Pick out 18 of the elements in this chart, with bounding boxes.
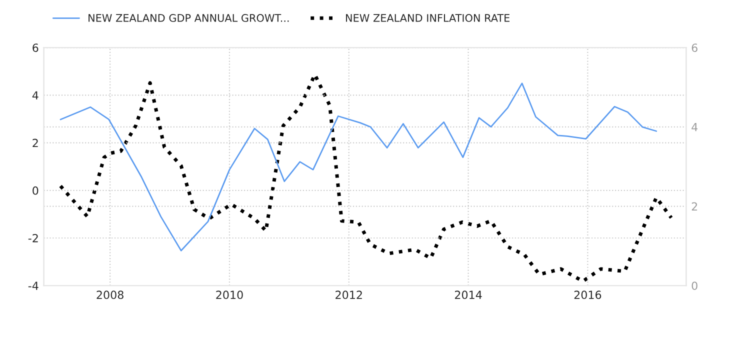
- y-tick-label: 6: [32, 44, 38, 52]
- y2-tick-label: 2: [692, 202, 698, 210]
- legend-label: NEW ZEALAND INFLATION RATE: [346, 14, 510, 22]
- y2-tick-label: 4: [692, 123, 698, 132]
- y-tick-label: 4: [32, 91, 38, 100]
- legend-label: NEW ZEALAND GDP ANNUAL GROWT...: [88, 14, 289, 22]
- x-tick-label: 2014: [454, 290, 482, 300]
- y-tick-label: -4: [28, 282, 38, 290]
- y2-tick-label: 0: [692, 282, 698, 290]
- x-tick-label: 2010: [216, 290, 243, 300]
- x-tick-label: 2008: [96, 290, 124, 300]
- x-tick-label: 2012: [336, 290, 362, 300]
- y-tick-label: 2: [32, 138, 38, 148]
- y-tick-label: 0: [32, 186, 38, 195]
- y2-tick-label: 6: [692, 44, 698, 52]
- x-tick-label: 2016: [574, 290, 602, 300]
- y-tick-label: -2: [28, 234, 38, 242]
- line-series: [60, 82, 658, 252]
